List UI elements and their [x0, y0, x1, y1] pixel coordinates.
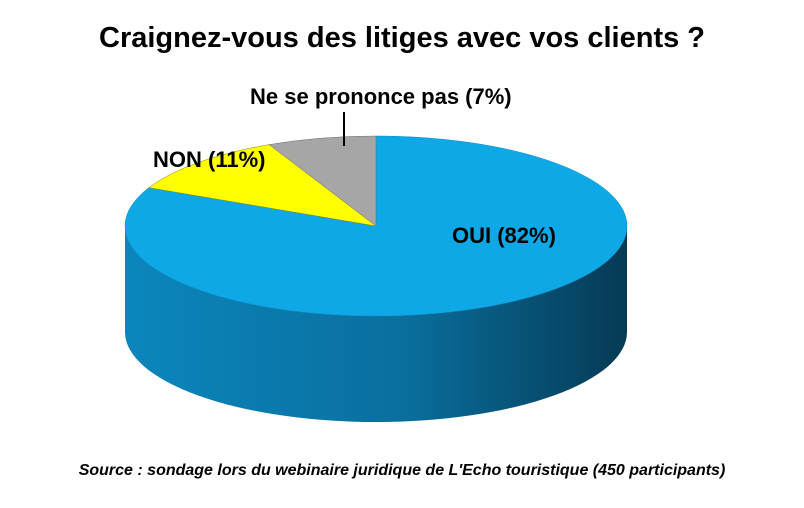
chart-title: Craignez-vous des litiges avec vos clien… — [99, 22, 705, 54]
pie-slice-non — [148, 144, 377, 227]
label-ne-se-prononce-pas: Ne se prononce pas (7%) — [250, 84, 512, 109]
pie-slice-ne-se-prononce-pas — [268, 135, 377, 227]
pie-side-oui — [125, 226, 627, 422]
label-non: NON (11%) — [153, 147, 265, 172]
source-note: Source : sondage lors du webinaire jurid… — [78, 462, 726, 479]
label-oui: OUI (82%) — [452, 223, 556, 248]
